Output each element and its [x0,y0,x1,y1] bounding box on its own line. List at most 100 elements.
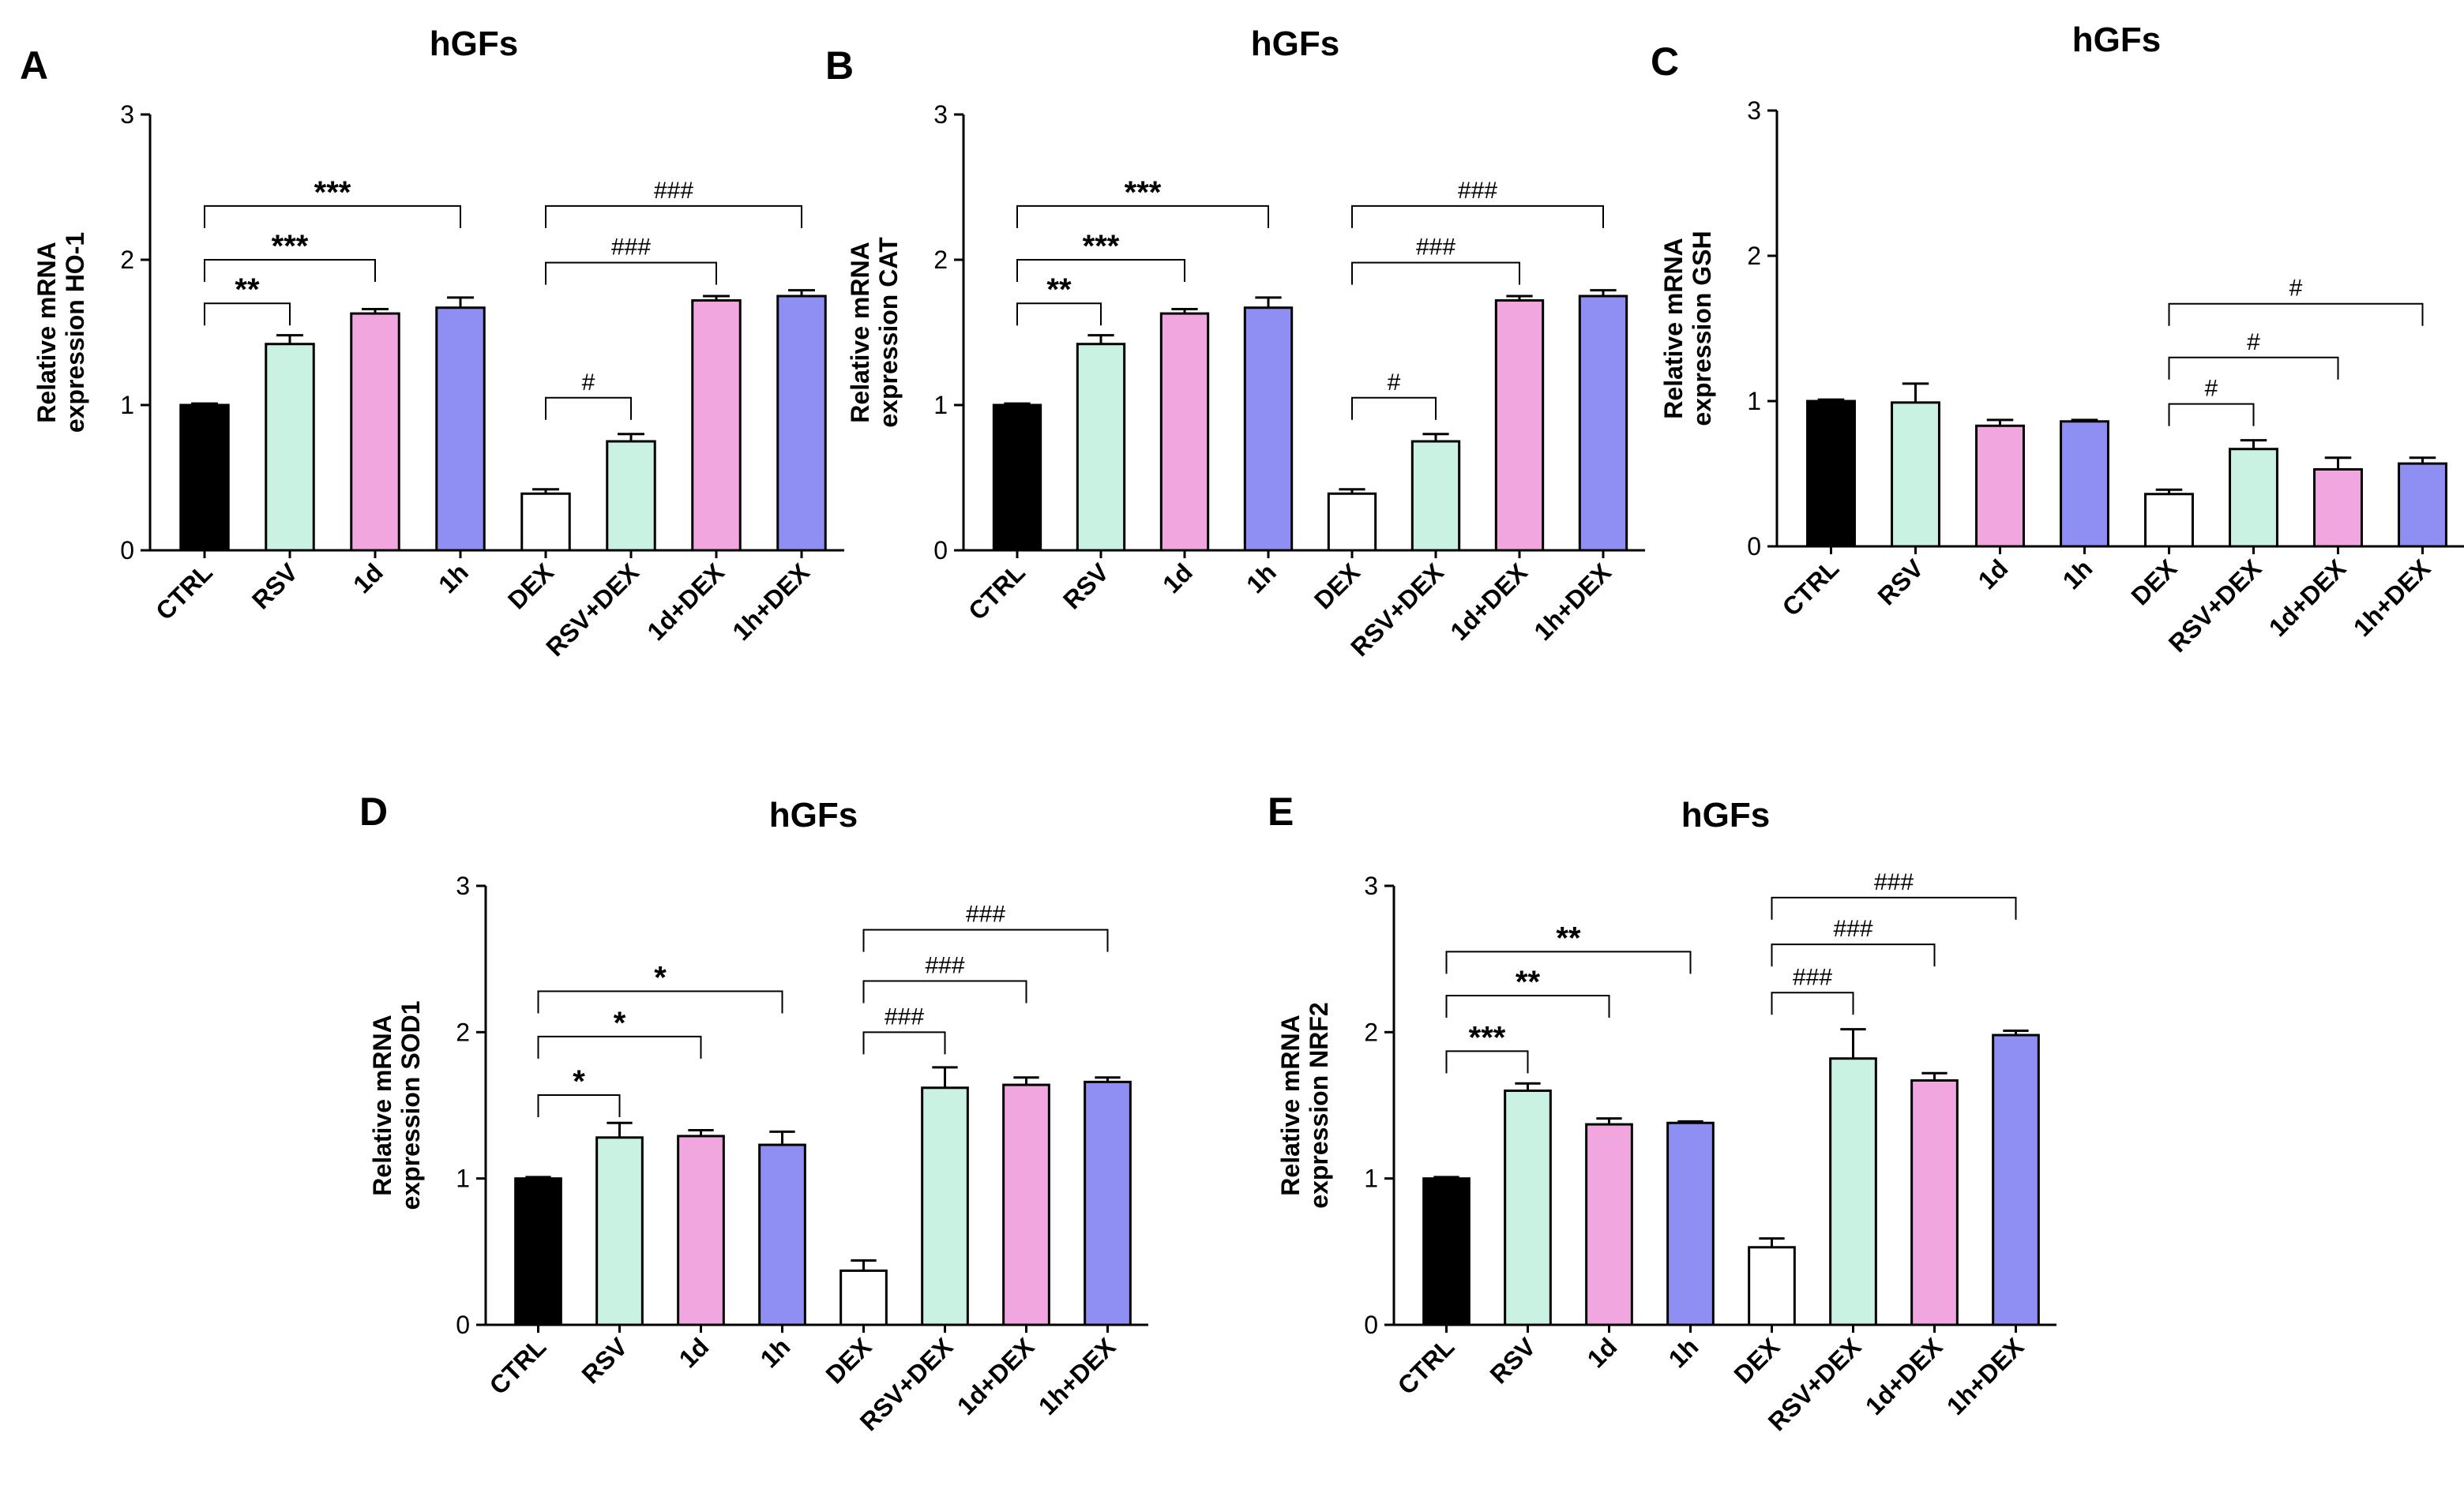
x-tick-label: 1d [1582,1332,1623,1373]
significance-label: ### [1833,916,1872,942]
x-tick-label: RSV+DEX [1345,557,1449,662]
x-tick-label: CTRL [150,557,218,625]
y-tick-label: 0 [933,536,948,565]
bar-dex [1748,1246,1796,1326]
y-axis-label-line-1: Relative mRNA [846,242,874,422]
y-axis-label-line-2: expression NRF2 [1305,1002,1333,1208]
bar-1d [677,1135,725,1326]
y-axis-label: Relative mRNAexpression NRF2 [1276,1002,1333,1208]
significance-bracket [2168,356,2339,380]
x-tick-label: 1d [674,1332,715,1373]
significance-label: ### [966,902,1005,928]
significance-bracket [204,259,376,282]
y-tick-label: 2 [1747,242,1761,270]
significance-bracket [1771,992,1854,1015]
x-tick-label: DEX [2125,553,2182,610]
y-tick-label: 2 [456,1018,470,1046]
significance-bracket [2168,302,2424,326]
significance-label: ### [1416,234,1455,261]
y-tick-label: 1 [1747,387,1761,415]
panel-title: hGFs [1251,24,1339,63]
x-tick-label: RSV [1057,557,1114,614]
panel-title: hGFs [430,24,518,63]
bar-1d-plus-dex [2313,467,2363,548]
bar-rsv-plus-dex [921,1086,969,1326]
y-tick-label: 1 [120,391,134,419]
y-axis-label: Relative mRNAexpression GSH [1659,231,1716,426]
y-tick-label: 0 [1364,1311,1378,1339]
y-tick-label: 0 [120,536,134,565]
significance-label: *** [1125,175,1162,210]
significance-label: # [582,369,595,396]
significance-label: ** [1556,921,1581,955]
significance-label: * [573,1064,585,1099]
x-tick-label: 1h+DEX [1033,1332,1121,1420]
y-axis-label: Relative mRNAexpression SOD1 [368,1001,425,1210]
bar-1h [758,1143,806,1326]
bar-rsv-plus-dex [1410,440,1461,552]
x-tick-label: CTRL [484,1332,552,1400]
significance-label: # [2289,276,2303,302]
x-tick-label: 1h [433,557,474,598]
bar-1h [1243,306,1294,552]
y-tick-label: 3 [933,100,948,129]
significance-bracket [1016,204,1269,228]
panel-letter: C [1651,39,1679,84]
x-tick-label: 1d+DEX [1444,557,1533,646]
significance-bracket [1445,951,1692,974]
x-tick-label: 1d+DEX [2263,553,2352,642]
bar-rsv-plus-dex [2229,448,2278,548]
significance-label: ** [1516,965,1541,1000]
x-tick-label: RSV+DEX [2163,553,2267,658]
bar-1h [1666,1121,1715,1326]
significance-label: ### [1793,964,1832,990]
y-tick-label: 2 [933,246,948,274]
significance-label: * [614,1006,626,1041]
panel-letter: E [1268,790,1294,834]
bar-rsv [265,343,315,552]
panel-title: hGFs [2072,21,2161,59]
y-tick-label: 2 [1364,1018,1378,1046]
significance-label: # [1388,369,1401,396]
panel-title: hGFs [1681,796,1770,835]
significance-bracket [1445,995,1610,1018]
x-tick-label: 1h+DEX [1941,1332,2030,1420]
bar-dex [839,1269,888,1326]
y-axis-label-line-2: expression CAT [874,237,903,428]
significance-bracket [1351,204,1604,228]
bar-dex [520,492,571,552]
significance-bracket [1016,259,1185,282]
significance-bracket [537,1035,702,1059]
significance-bracket [204,204,461,228]
bar-rsv [1504,1089,1552,1326]
y-tick-label: 0 [456,1311,470,1339]
bar-dex [2144,493,2194,548]
x-tick-label: RSV+DEX [540,557,644,662]
y-tick-label: 1 [456,1165,470,1193]
significance-label: # [2205,376,2218,402]
y-axis-label: Relative mRNAexpression HO-1 [32,232,89,433]
y-axis-label-line-2: expression GSH [1688,231,1716,426]
panel-title: hGFs [769,796,858,835]
significance-label: # [2247,329,2260,355]
significance-label: ### [925,952,964,978]
x-tick-label: 1d+DEX [641,557,730,646]
y-axis-label-line-2: expression HO-1 [61,232,89,433]
significance-label: *** [1469,1020,1506,1055]
significance-bracket [1445,1050,1529,1074]
significance-bracket [204,302,291,326]
bar-rsv [1076,343,1126,552]
x-tick-label: DEX [1728,1332,1785,1389]
panel-letter: A [20,43,48,88]
bar-1h-plus-dex [1992,1033,2040,1326]
x-tick-label: 1d [347,557,389,598]
panel-letter: B [825,43,854,88]
x-tick-label: 1d [1157,557,1198,598]
significance-bracket [545,396,632,420]
